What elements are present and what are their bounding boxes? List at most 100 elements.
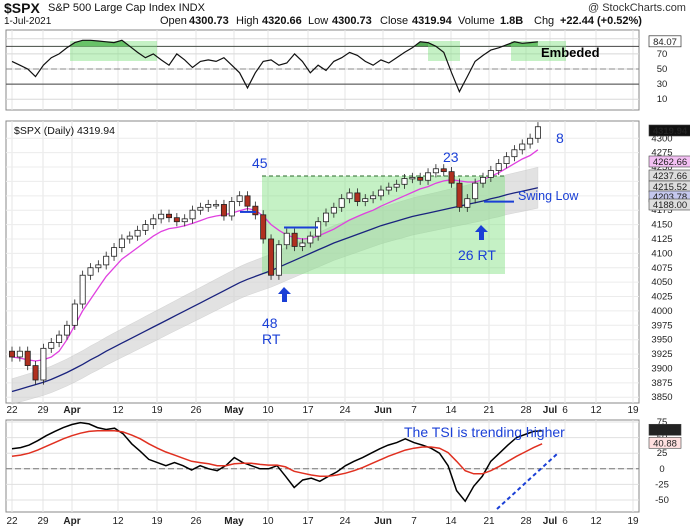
- candle-body: [448, 171, 455, 184]
- x-tick-label: 14: [445, 516, 457, 527]
- x-tick-label: 19: [151, 405, 163, 416]
- price-y-tick: 4050: [651, 277, 672, 288]
- price-y-tick: 4075: [651, 263, 672, 274]
- candle-body: [275, 244, 282, 276]
- x-tick-label: 17: [302, 516, 314, 527]
- volume-value: 1.8B: [500, 15, 523, 27]
- price-right-box: [648, 155, 690, 168]
- price-right-label: 4215.52: [653, 182, 687, 193]
- price-right-label: 4203.78: [653, 192, 687, 203]
- tsi-right-label: 61.73: [653, 425, 677, 436]
- candle-body: [417, 176, 424, 181]
- tsi-y-tick: -50: [655, 495, 669, 506]
- x-tick-label: 19: [151, 516, 163, 527]
- x-tick-label: 17: [302, 405, 314, 416]
- x-tick-label: 19: [627, 516, 639, 527]
- x-tick-label: Jul: [543, 516, 558, 527]
- axes: 22 22 29 29 Apr Apr 12 12 19 19 26 26 May May 10 10 17 17…: [6, 405, 639, 527]
- chg-value: +22.44 (+0.52%): [560, 15, 642, 27]
- open-label: Open: [160, 15, 187, 27]
- candle-body: [330, 206, 337, 214]
- x-tick-label: 19: [627, 405, 639, 416]
- x-tick-label: 12: [590, 516, 602, 527]
- symbol: $SPX: [4, 0, 40, 16]
- candle-body: [393, 183, 400, 188]
- top-panel-frame: [5, 29, 640, 111]
- candle-body: [511, 149, 518, 158]
- candle-body: [205, 204, 212, 208]
- top-highlight-box: [428, 41, 460, 61]
- candle-body: [260, 214, 267, 240]
- x-tick-label: Apr: [63, 516, 80, 527]
- x-tick-label: 14: [445, 405, 457, 416]
- annotation-48: 48: [262, 315, 278, 331]
- candle-body: [158, 213, 165, 220]
- x-tick-label: 26: [190, 516, 202, 527]
- candle-body: [503, 156, 510, 164]
- candle-body: [16, 350, 23, 358]
- x-tick-label: 24: [339, 516, 351, 527]
- candle-body: [87, 267, 94, 276]
- high-label: High: [236, 15, 259, 27]
- top-overbought-fill: [12, 40, 538, 47]
- bottom-panel-frame: [5, 419, 640, 513]
- candle-body: [228, 201, 235, 217]
- candle-body: [24, 350, 31, 366]
- annotation-rt: RT: [262, 331, 281, 347]
- candle-body: [362, 198, 369, 202]
- candle-body: [472, 182, 479, 200]
- top-y-tick: 70: [657, 49, 668, 60]
- price-panel: 4300427542504225420041754150412541004075…: [6, 122, 690, 405]
- candle-body: [338, 198, 345, 208]
- candle-body: [401, 178, 408, 185]
- candle-body: [370, 195, 377, 200]
- top-y-tick: 30: [657, 79, 668, 90]
- candle-body: [134, 229, 141, 237]
- annotation-8: 8: [556, 130, 564, 146]
- close-value: 4319.94: [412, 15, 453, 27]
- watermark: @ StockCharts.com: [588, 2, 686, 14]
- price-y-tick: 3950: [651, 335, 672, 346]
- price-y-tick: 4300: [651, 133, 672, 144]
- top-indicator-line: [11, 39, 538, 94]
- price-panel-frame: [5, 120, 640, 404]
- candle-body: [111, 247, 118, 257]
- candle-body: [48, 342, 55, 349]
- top-indicator: 907050301084.07: [6, 34, 682, 105]
- candle-body: [126, 235, 133, 240]
- candle-body: [63, 324, 70, 336]
- top-value-box: [648, 35, 682, 48]
- price-y-tick: 3925: [651, 349, 672, 360]
- candle-body: [181, 218, 188, 223]
- candle-body: [40, 347, 47, 381]
- candle-body: [103, 255, 110, 266]
- price-y-tick: 4175: [651, 205, 672, 216]
- candle-body: [142, 224, 149, 231]
- price-y-tick: 3975: [651, 320, 672, 331]
- candle-body: [95, 264, 102, 269]
- tsi-y-tick: 25: [657, 448, 668, 459]
- candle-body: [495, 163, 502, 171]
- price-y-tick: 4250: [651, 162, 672, 173]
- top-highlight-box: [511, 41, 566, 61]
- candle-body: [71, 303, 78, 326]
- candle-body: [8, 350, 15, 358]
- candle-body: [118, 238, 125, 249]
- x-tick-label: 21: [483, 516, 495, 527]
- candle-body: [220, 204, 227, 217]
- candle-body: [409, 176, 416, 180]
- top-highlight-box: [70, 41, 157, 61]
- x-tick-label: 6: [562, 516, 568, 527]
- candle-body: [56, 334, 63, 343]
- price-y-tick: 4000: [651, 306, 672, 317]
- candle-body: [322, 212, 329, 223]
- tsi-annotation: The TSI is trending higher: [404, 424, 565, 440]
- candle-body: [464, 198, 471, 208]
- candle-body: [165, 213, 172, 219]
- candle-body: [283, 232, 290, 246]
- candle-body: [534, 126, 541, 139]
- header-date: 1-Jul-2021: [4, 16, 52, 27]
- x-tick-label: 24: [339, 405, 351, 416]
- price-y-tick: 4100: [651, 248, 672, 259]
